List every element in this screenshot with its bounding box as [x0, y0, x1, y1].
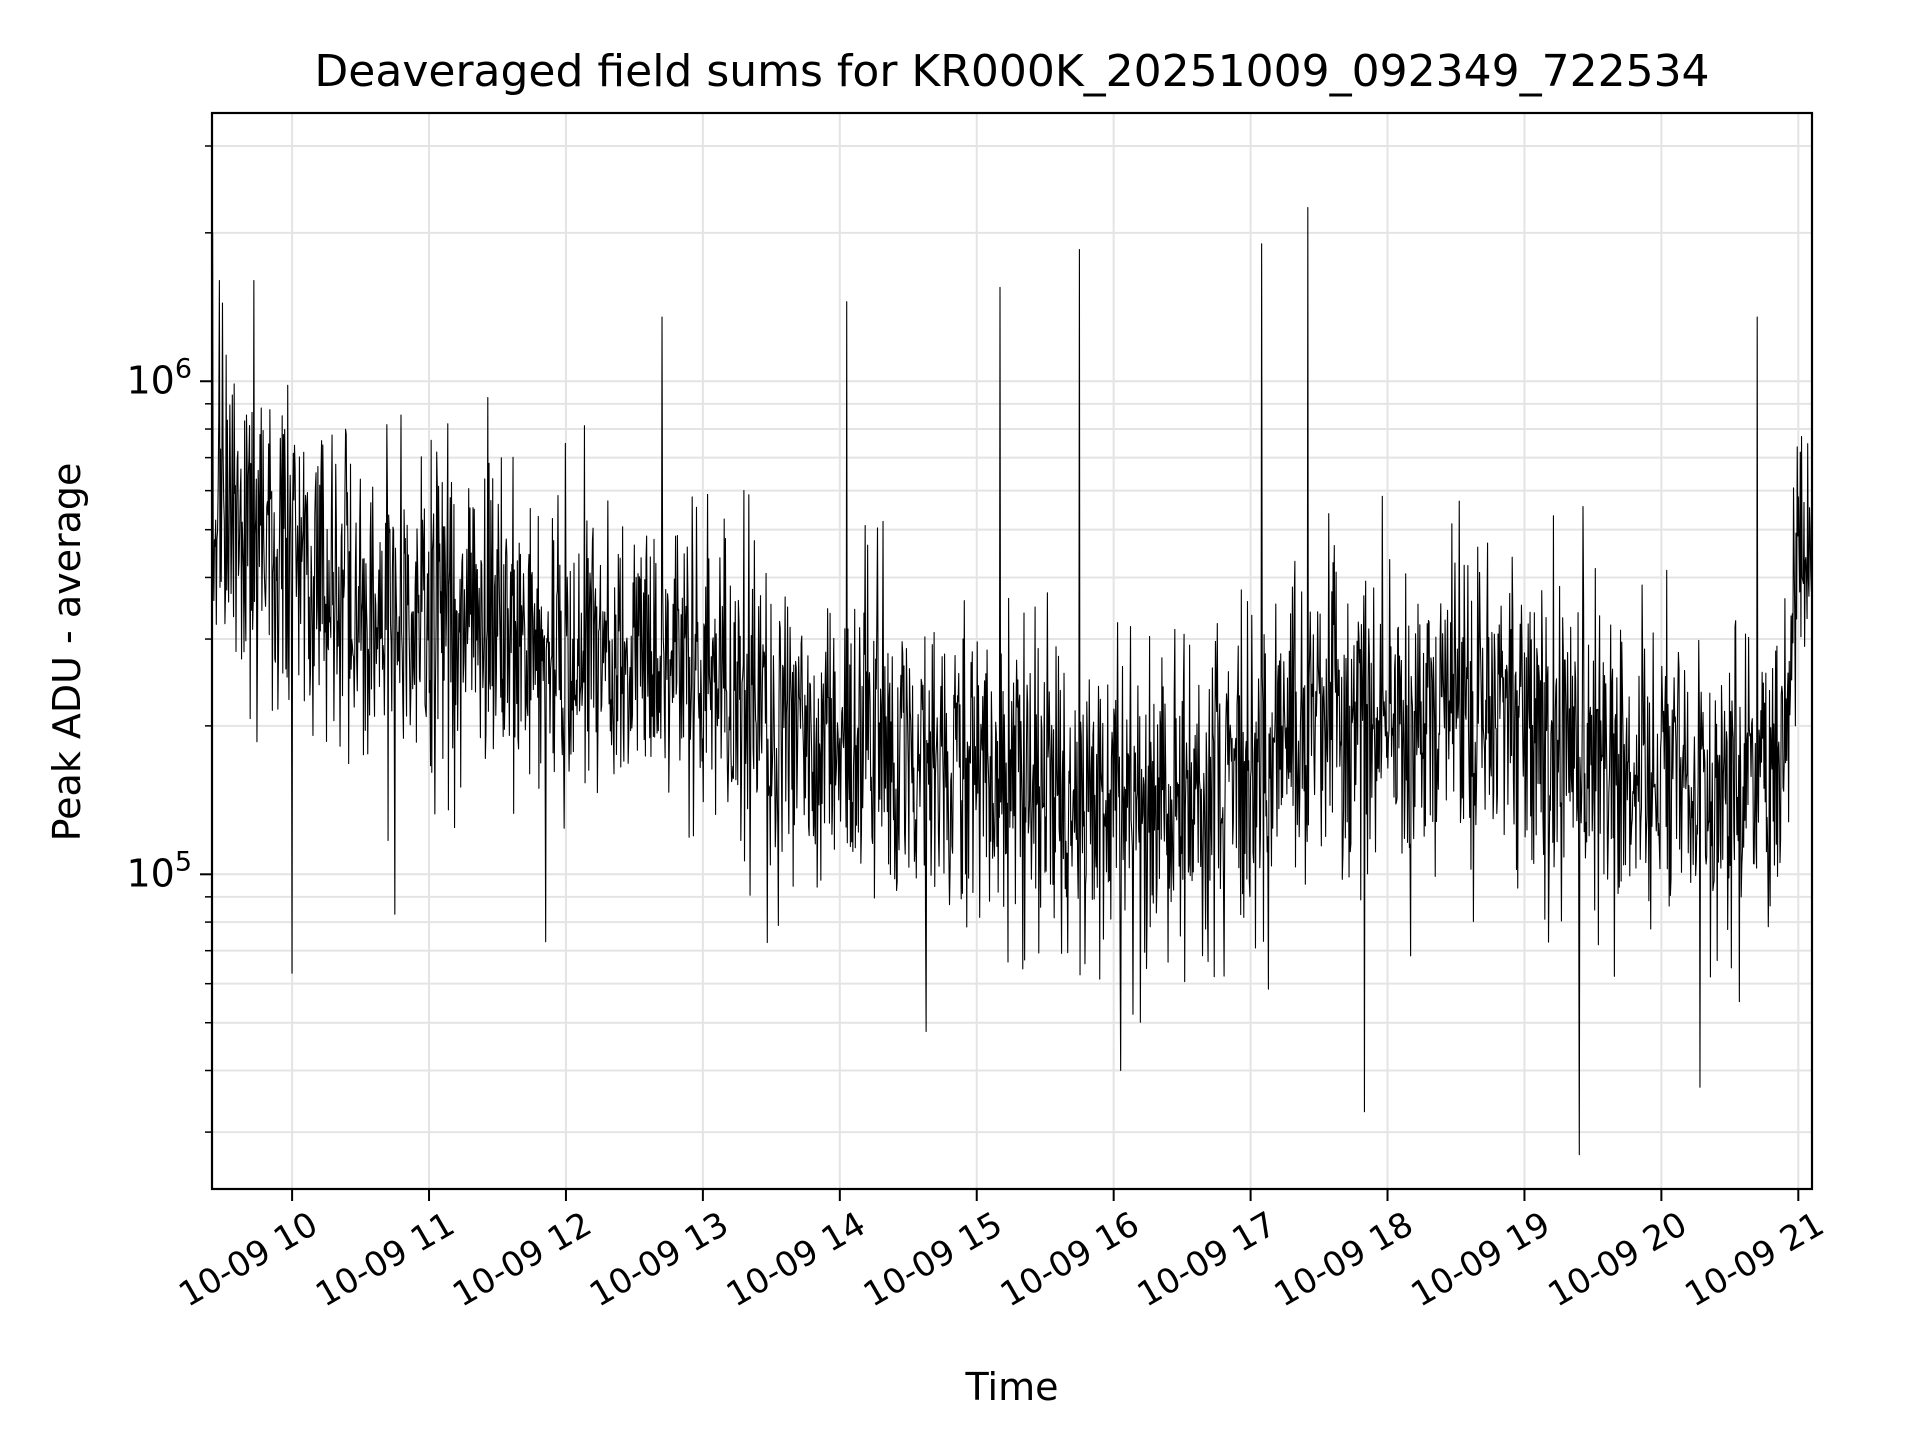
x-axis-label: Time — [965, 1365, 1059, 1409]
y-tick-label: 106 — [126, 353, 192, 402]
y-axis-label: Peak ADU - average — [45, 463, 89, 842]
y-axis: 105 106 — [126, 145, 212, 1133]
y-tick-label: 105 — [126, 846, 192, 895]
series-line — [211, 207, 1813, 1156]
plot-frame — [210, 111, 1814, 1191]
chart-title: Deaveraged field sums for KR000K_2025100… — [314, 46, 1709, 97]
series-layer — [211, 207, 1813, 1156]
